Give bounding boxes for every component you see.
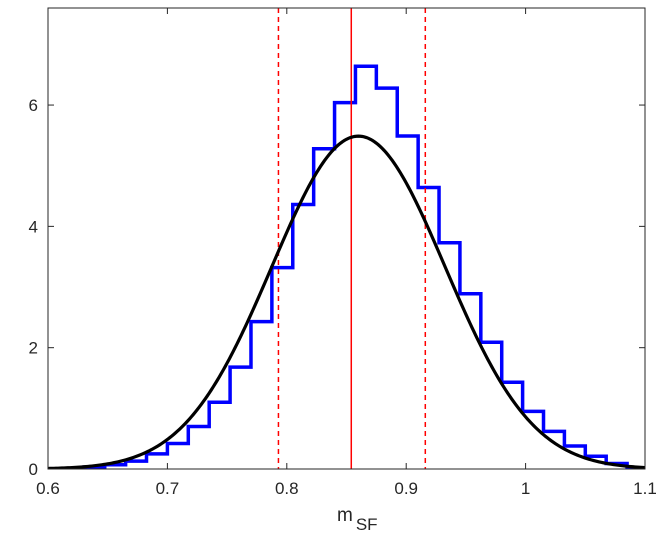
- x-tick-label: 0.9: [394, 479, 418, 498]
- x-axis-title-main: m: [337, 505, 353, 526]
- x-tick-label: 1: [521, 479, 530, 498]
- x-tick-label: 0.8: [275, 479, 299, 498]
- x-tick-label: 1.1: [633, 479, 657, 498]
- x-axis-title-subscript: SF: [356, 515, 378, 534]
- y-tick-label: 4: [29, 217, 38, 236]
- plot-area: [48, 8, 645, 469]
- histogram-outline: [48, 64, 645, 469]
- plot-content: [48, 8, 645, 469]
- x-tick-label: 0.6: [36, 479, 60, 498]
- x-axis-title: m SF: [337, 505, 378, 534]
- x-tick-label: 0.7: [156, 479, 180, 498]
- y-tick-label: 0: [29, 460, 38, 479]
- y-tick-label: 6: [29, 96, 38, 115]
- y-tick-label: 2: [29, 339, 38, 358]
- axes-box: [47, 7, 646, 470]
- normal-fit-curve: [48, 134, 645, 469]
